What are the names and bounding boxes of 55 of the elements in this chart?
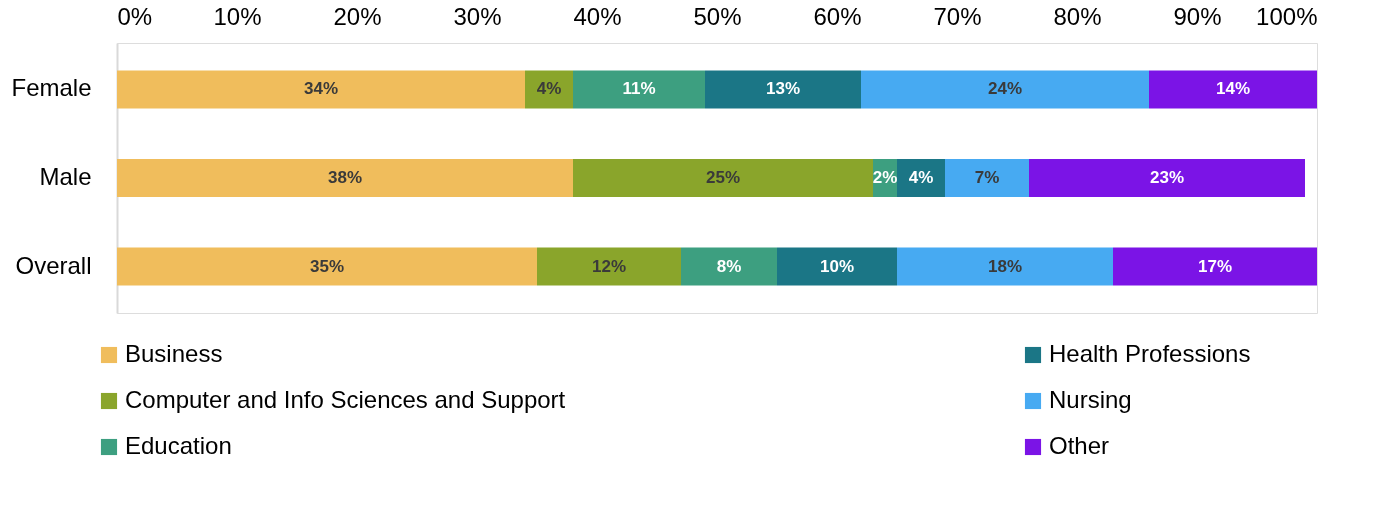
data-label: 17% (1197, 256, 1233, 276)
bar (1029, 159, 1305, 197)
x-tick-label: 10% (213, 2, 262, 30)
x-tick-label: 100% (1256, 2, 1318, 30)
data-label: 25% (705, 168, 741, 187)
data-label: 10% (819, 256, 855, 276)
data-label: 2% (872, 168, 898, 187)
bar (861, 70, 1149, 109)
x-tick-label: 40% (573, 2, 622, 30)
bar (117, 159, 573, 197)
data-label: 35% (309, 256, 345, 276)
data-label: 7% (974, 168, 1000, 187)
bar (777, 247, 897, 286)
bar (525, 70, 573, 109)
bar (897, 159, 945, 197)
legend-label: Health Professions (1049, 340, 1251, 367)
bar (537, 247, 681, 286)
legend-label: Computer and Info Sciences and Support (125, 386, 566, 413)
x-tick-label: 50% (693, 2, 742, 30)
data-label: 4% (908, 168, 934, 187)
x-tick-label: 90% (1173, 2, 1222, 30)
x-tick-label: 70% (933, 2, 982, 30)
x-tick-label: 0% (117, 2, 153, 30)
data-label: 18% (987, 256, 1023, 276)
data-label: 4% (536, 79, 562, 99)
y-tick-label: Overall (15, 251, 92, 279)
data-label: 24% (987, 79, 1023, 99)
data-label: 23% (1149, 168, 1185, 187)
y-tick-label: Female (11, 74, 92, 102)
bar (573, 70, 705, 109)
bar (117, 247, 537, 286)
bar (573, 159, 873, 197)
bar (1149, 70, 1317, 109)
data-label: 14% (1215, 79, 1251, 99)
bar (945, 159, 1029, 197)
y-tick-label: Male (39, 163, 92, 190)
bar (1113, 247, 1317, 286)
bar (117, 70, 525, 109)
x-tick-label: 60% (813, 2, 862, 30)
legend-label: Nursing (1049, 386, 1132, 413)
legend-label: Business (125, 340, 223, 367)
x-tick-label: 20% (333, 2, 382, 30)
data-label: 11% (622, 79, 656, 99)
bar (897, 247, 1113, 286)
bar (681, 247, 777, 286)
data-label: 8% (716, 256, 742, 276)
data-label: 38% (327, 168, 363, 187)
x-tick-label: 80% (1053, 2, 1102, 30)
data-label: 12% (591, 256, 627, 276)
x-tick-label: 30% (453, 2, 502, 30)
data-label: 13% (765, 79, 801, 99)
legend-label: Education (125, 432, 232, 459)
legend-label: Other (1049, 432, 1110, 459)
data-label: 34% (303, 79, 339, 99)
bar (705, 70, 861, 109)
